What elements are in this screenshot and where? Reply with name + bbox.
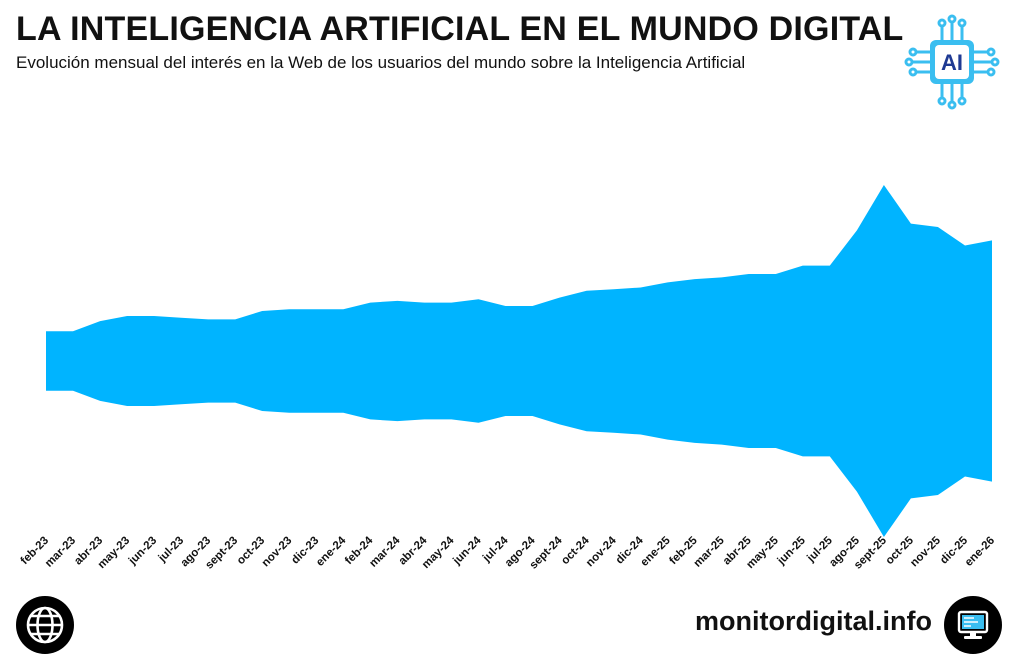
streamgraph-chart: feb-23mar-23abr-23may-23jun-23jul-23ago-… [19,185,997,572]
x-tick-label: jun-25 [775,534,809,568]
stream-layer [46,185,992,537]
globe-icon [16,596,74,654]
ai-logo-text: AI [941,50,963,75]
chart-title: LA INTELIGENCIA ARTIFICIAL EN EL MUNDO D… [16,10,904,48]
x-tick-label: jun-23 [126,535,159,568]
x-tick-label: ene-24 [314,534,349,569]
x-tick-label: mar-23 [43,535,78,570]
x-tick-label: jun-24 [450,534,484,568]
stream-area-interés-en-la-inteligencia-artificial [46,185,992,537]
x-tick-label: ene-26 [963,535,997,569]
x-tick-label: nov-25 [908,534,943,569]
x-tick-label: nov-23 [260,535,295,570]
x-tick-label: mar-25 [692,534,728,570]
monitor-icon [944,596,1002,654]
x-axis-ticks: feb-23mar-23abr-23may-23jun-23jul-23ago-… [19,534,997,571]
chart-subtitle: Evolución mensual del interés en la Web … [16,53,746,72]
ai-chip-icon: AI [904,14,1000,110]
x-tick-label: mar-24 [367,534,403,570]
site-url[interactable]: monitordigital.info [695,606,932,636]
x-tick-label: nov-24 [584,534,619,569]
x-tick-label: ene-25 [639,534,674,569]
